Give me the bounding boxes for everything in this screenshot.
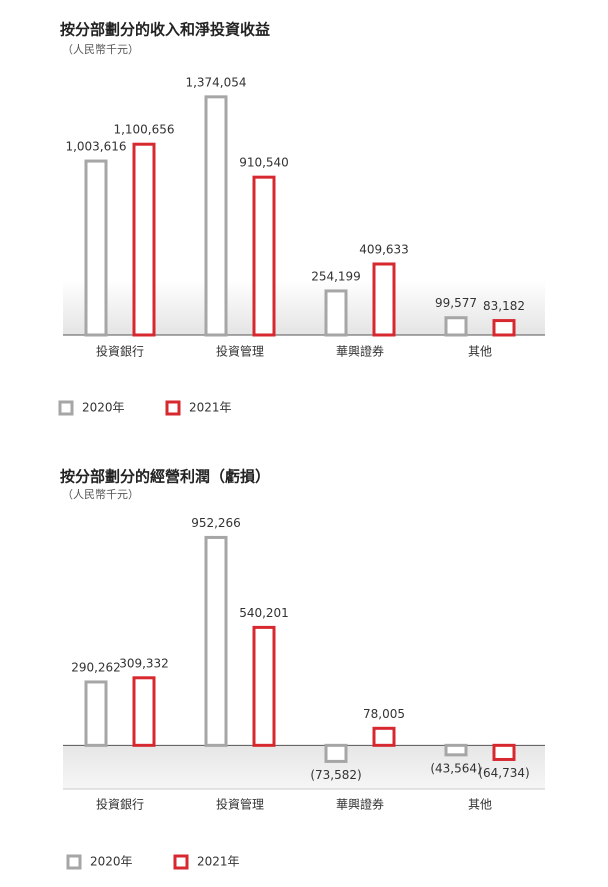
x-tick-label: 其他: [468, 798, 492, 812]
value-label: 952,266: [191, 516, 241, 530]
value-label: 910,540: [239, 156, 289, 170]
bar: [444, 316, 468, 337]
bar: [324, 743, 348, 763]
value-label: 78,005: [363, 707, 405, 721]
bar: [132, 676, 156, 747]
bar: [132, 142, 156, 337]
x-tick-label: 投資管理: [216, 344, 264, 359]
bar: [492, 743, 516, 761]
bar: [252, 625, 276, 747]
legend-label: 2021年: [197, 855, 240, 869]
value-label: 254,199: [311, 269, 361, 283]
chart-subtitle: （人民幣千元）: [62, 488, 139, 501]
x-tick-label: 投資銀行: [96, 797, 144, 812]
legend-swatch: [165, 400, 181, 416]
chart-title: 按分部劃分的經營利潤（虧損）: [60, 468, 270, 486]
legend-label: 2020年: [82, 401, 125, 415]
bar: [204, 535, 228, 747]
value-label: 1,374,054: [185, 75, 246, 89]
bar: [252, 175, 276, 337]
bar: [204, 95, 228, 337]
legend-swatch: [58, 400, 74, 416]
value-label: 409,633: [359, 242, 409, 256]
bar: [372, 726, 396, 747]
value-label: 83,182: [483, 299, 525, 313]
value-label: 1,100,656: [113, 123, 174, 137]
bar: [84, 680, 108, 747]
x-tick-label: 華興證券: [336, 344, 384, 359]
value-label: 290,262: [71, 660, 121, 674]
chart-title: 按分部劃分的收入和淨投資收益: [60, 21, 270, 39]
value-label: 99,577: [435, 296, 477, 310]
legend-label: 2020年: [90, 855, 133, 869]
bar: [324, 289, 348, 337]
value-label: 309,332: [119, 656, 169, 670]
bar: [444, 743, 468, 757]
value-label: 540,201: [239, 606, 289, 620]
value-label: 1,003,616: [65, 140, 126, 154]
x-tick-label: 投資管理: [216, 797, 264, 812]
chart-subtitle: （人民幣千元）: [62, 43, 139, 56]
legend-swatch: [66, 854, 82, 870]
value-label: (43,564): [430, 761, 481, 775]
legend-swatch: [173, 854, 189, 870]
legend-label: 2021年: [189, 401, 232, 415]
value-label: (73,582): [310, 768, 361, 782]
bar: [84, 159, 108, 337]
value-label: (64,734): [478, 766, 529, 780]
x-tick-label: 投資銀行: [96, 344, 144, 359]
x-tick-label: 華興證券: [336, 797, 384, 812]
x-tick-label: 其他: [468, 345, 492, 359]
bar: [492, 319, 516, 337]
bar: [372, 262, 396, 337]
